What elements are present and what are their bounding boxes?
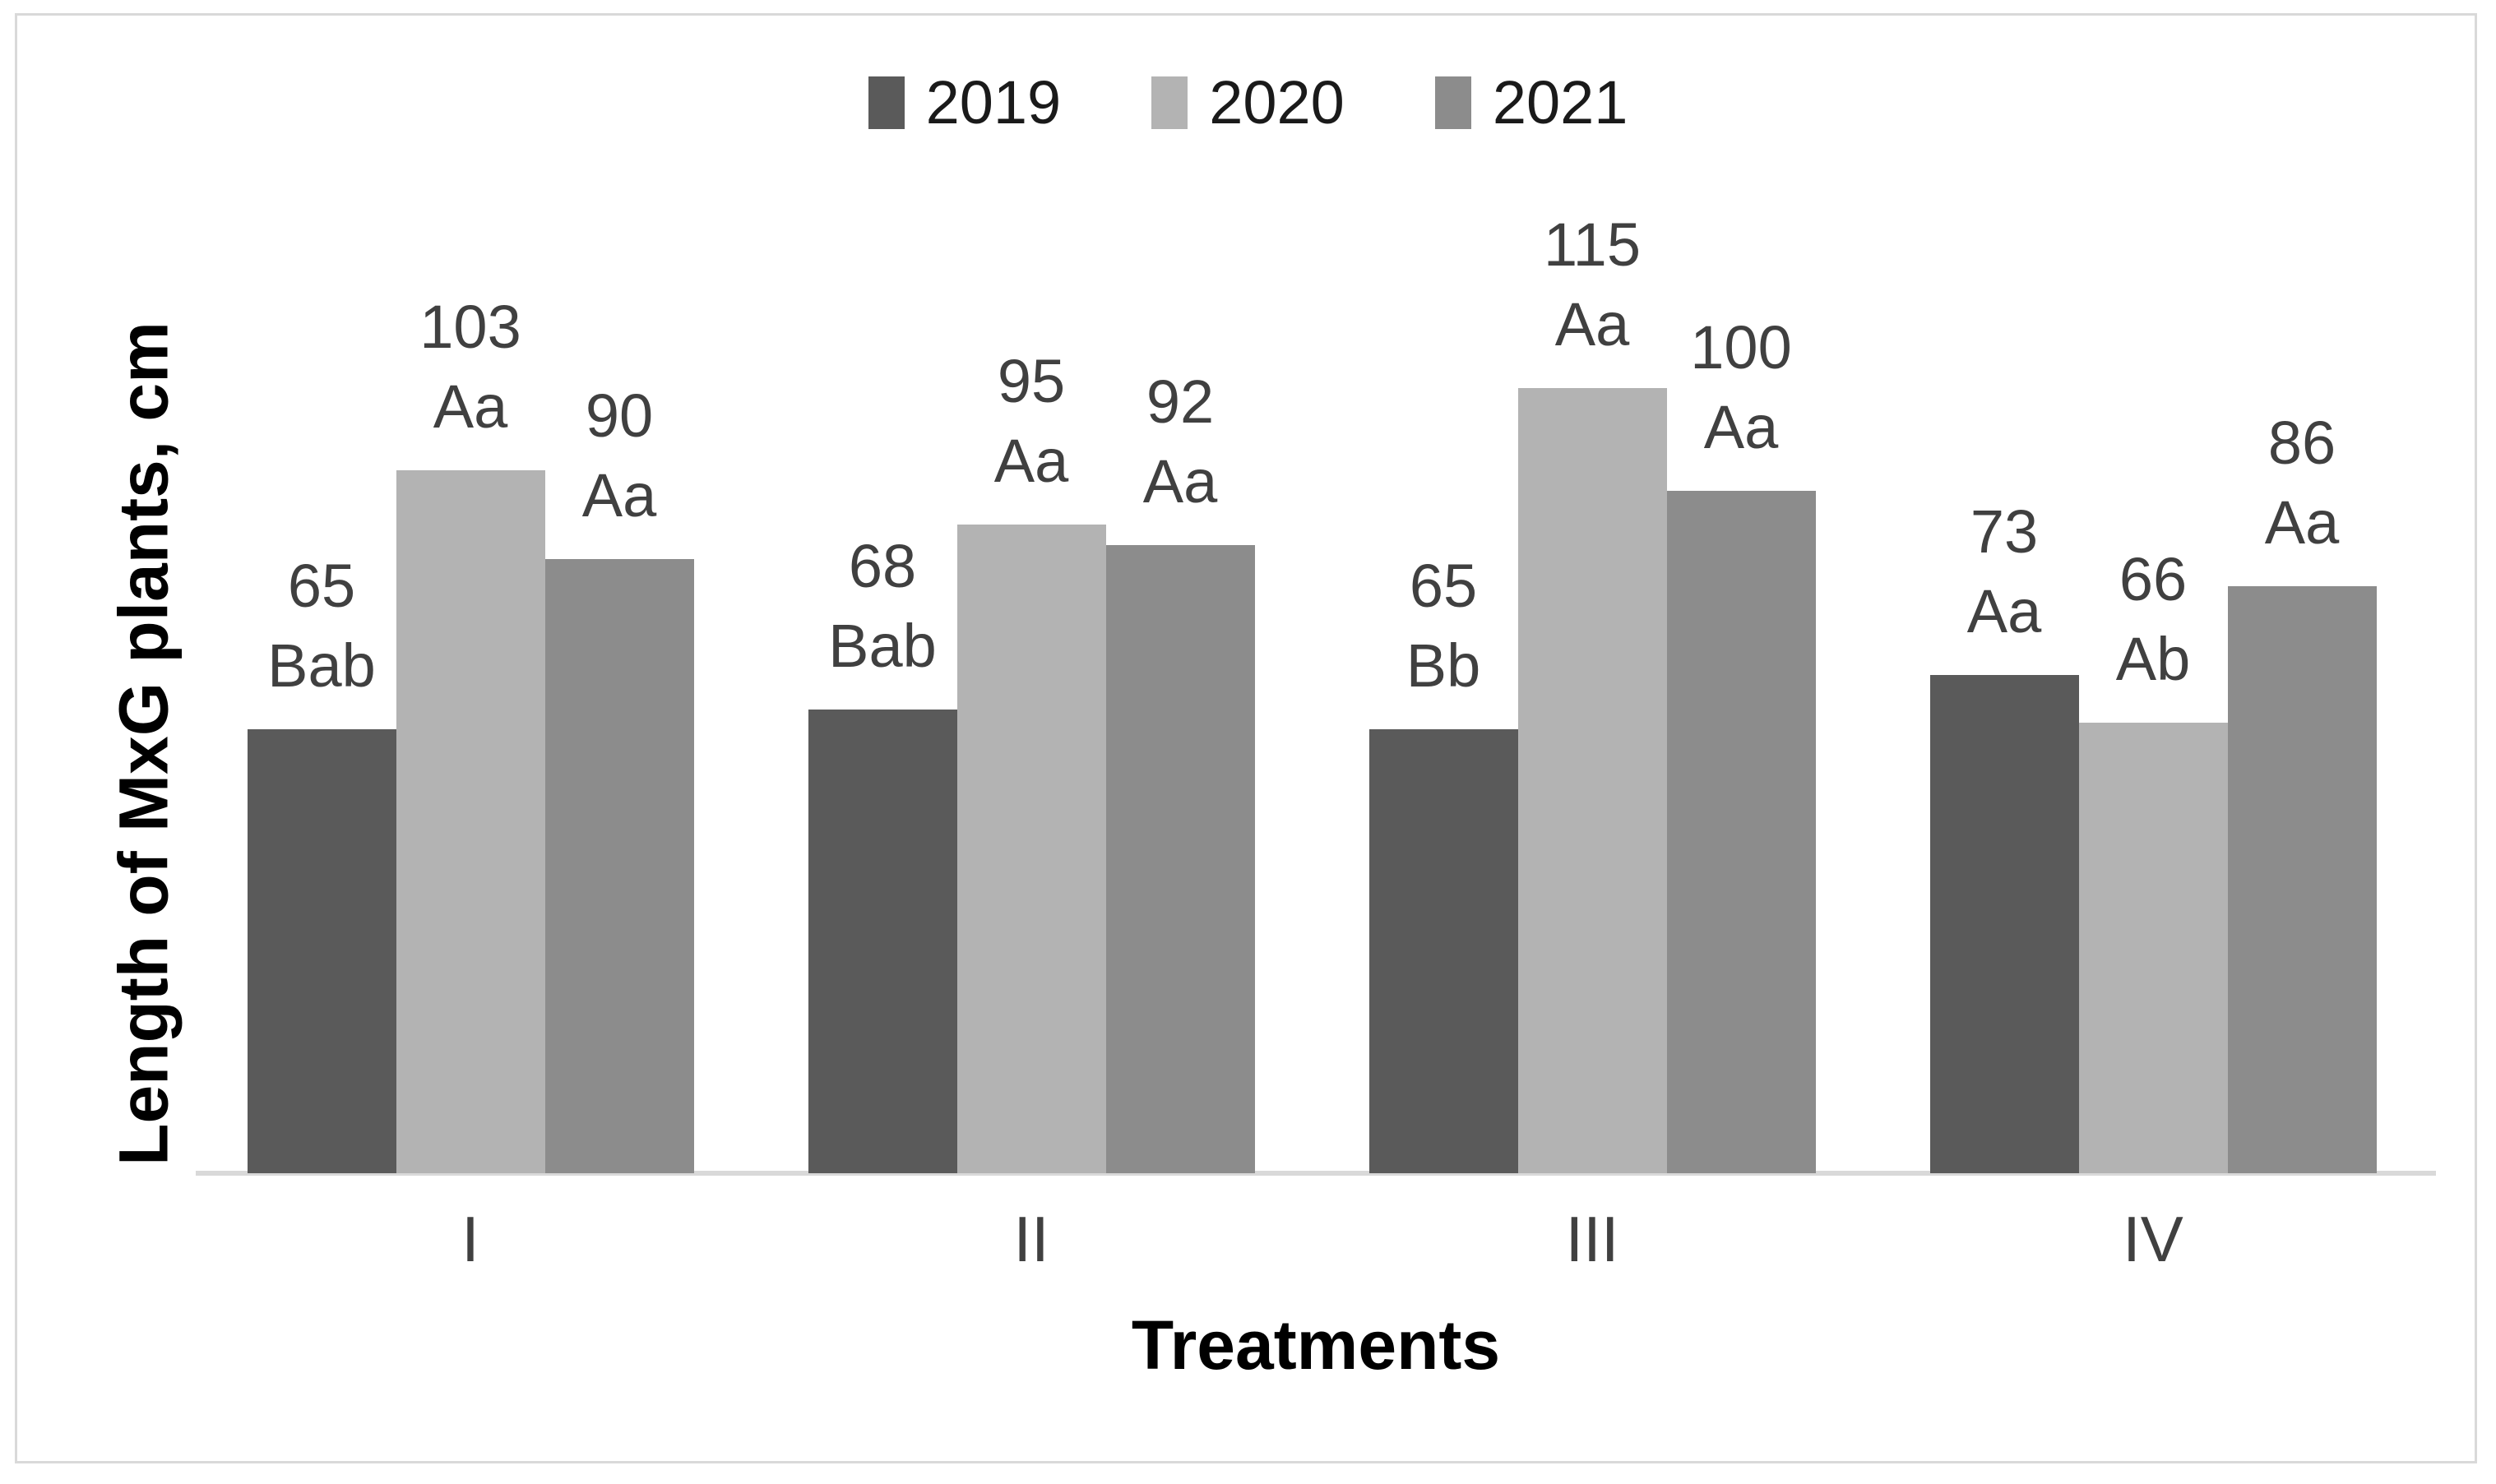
bar-2021-I [544,559,694,1173]
bar-2019-III [1368,729,1518,1173]
bar-label-stat: Bb [1405,631,1481,700]
bar-label-stat: Bab [828,612,937,681]
bar-2021-II [1105,545,1255,1173]
legend-swatch-2020 [1151,76,1188,129]
bar-label-value: 65 [287,551,356,620]
bar-2021-IV [2227,586,2377,1173]
bar-label-value: 73 [1970,497,2039,566]
bar-label-stat: Aa [433,372,508,442]
bar-label-stat: Aa [1142,447,1218,516]
legend-item-2021: 2021 [1434,68,1628,136]
bar-label-stat: Aa [1703,393,1779,462]
bar-label-2021-III: 100 Aa [1593,307,1889,468]
bar-label-2020-III: 115 Aa [1444,205,1740,365]
category-label-IV: IV [2123,1203,2183,1275]
bar-2021-III [1666,491,1816,1173]
bar-label-value: 68 [848,531,917,600]
legend-label-2020: 2020 [1209,68,1345,136]
bar-2019-I [247,729,396,1173]
legend-swatch-2021 [1434,76,1471,129]
bar-2019-II [808,710,957,1173]
bar-label-value: 90 [585,381,654,450]
bar-label-value: 100 [1690,312,1792,381]
bar-label-value: 86 [2267,408,2336,477]
legend-item-2019: 2019 [868,68,1062,136]
bar-2020-I [396,470,545,1173]
x-axis-title: Treatments [1131,1306,1501,1384]
bar-label-stat: Aa [1554,290,1630,359]
bar-label-2021-II: 92 Aa [1032,362,1328,522]
bar-label-2020-I: 103 Aa [322,287,618,447]
bar-label-stat: Aa [993,427,1069,496]
figure-border [15,13,2477,1463]
bar-label-2021-IV: 86 Aa [2154,403,2450,563]
category-label-III: III [1565,1203,1619,1275]
legend-item-2020: 2020 [1151,72,1345,133]
bar-2020-IV [2078,723,2228,1173]
bar-label-value: 95 [997,346,1066,415]
bar-label-2019-IV: 73 Aa [1856,492,2152,652]
bar-label-stat: Bab [267,631,376,700]
bar-label-2019-I: 65 Bab [174,546,470,706]
bar-label-value: 115 [1544,210,1641,279]
bar-2019-IV [1929,675,2079,1173]
legend-swatch-2019 [868,76,905,129]
category-label-II: II [1013,1203,1049,1275]
bar-label-value: 66 [2119,544,2188,613]
bar-label-2019-II: 68 Bab [734,526,1030,687]
legend: 2019 2020 2021 [0,72,2496,133]
bar-label-value: 92 [1146,367,1215,436]
category-label-I: I [461,1203,479,1275]
bar-label-value: 65 [1409,551,1478,620]
bar-label-2020-IV: 66 Ab [2005,539,2301,700]
x-axis-line [196,1171,2436,1176]
bar-label-2019-III: 65 Bb [1295,546,1591,706]
bar-label-stat: Aa [1966,577,2042,646]
bar-label-stat: Ab [2115,625,2191,694]
bar-label-stat: Aa [581,461,657,530]
bar-2020-III [1517,388,1667,1173]
legend-label-2021: 2021 [1492,68,1628,136]
y-axis-title: Length of MxG plants, cm [104,321,183,1166]
bar-label-2021-I: 90 Aa [471,376,767,536]
legend-label-2019: 2019 [925,68,1062,136]
bar-2020-II [956,525,1106,1173]
bar-label-2020-II: 95 Aa [883,341,1179,502]
bar-label-stat: Aa [2264,488,2340,557]
bar-label-value: 103 [419,292,521,361]
